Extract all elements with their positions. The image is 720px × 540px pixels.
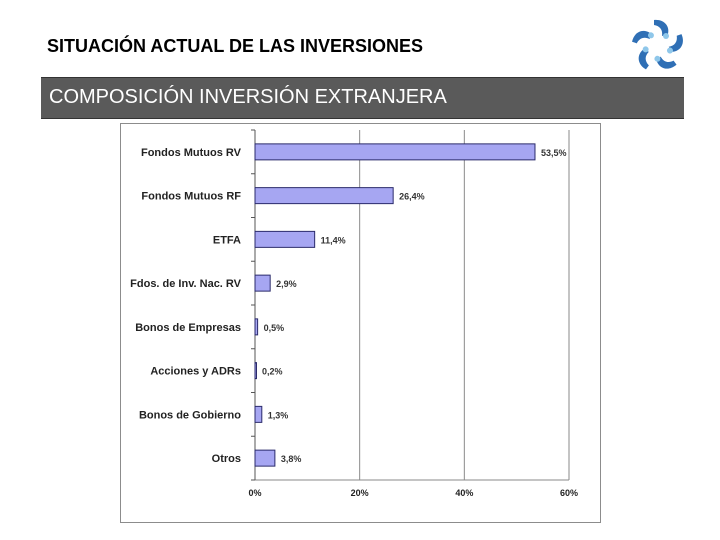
hands-star-logo-icon [631, 19, 687, 74]
chart-frame: 0% 20% 40% 60% Fondos Mutuos RV 53,5% Fondos M… [120, 123, 601, 523]
page-title: SITUACIÓN ACTUAL DE LAS INVERSIONES [47, 36, 424, 56]
x-tick-label-0: 0% [248, 488, 261, 498]
value-label-6: 1,3% [268, 410, 289, 420]
bar-3 [254, 274, 271, 292]
category-label-7: Otros [212, 453, 241, 465]
x-tick-label-3: 60% [560, 488, 578, 498]
value-label-2: 11,4% [321, 235, 346, 245]
bar-4 [254, 318, 259, 336]
value-label-7: 3,8% [281, 454, 302, 464]
x-tick-label-2: 40% [455, 488, 473, 498]
bar-2 [254, 230, 316, 248]
category-label-5: Acciones y ADRs [150, 366, 241, 378]
section-title: COMPOSICIÓN INVERSIÓN EXTRANJERA [49, 86, 447, 108]
value-label-5: 0,2% [262, 367, 283, 377]
bar-6 [254, 405, 263, 423]
category-label-3: Fdos. de Inv. Nac. RV [130, 278, 242, 290]
category-label-2: ETFA [213, 234, 241, 246]
category-label-4: Bonos de Empresas [135, 322, 241, 334]
category-label-6: Bonos de Gobierno [139, 409, 241, 421]
bar-0 [254, 143, 536, 161]
value-label-0: 53,5% [541, 148, 567, 158]
value-label-4: 0,5% [264, 323, 285, 333]
category-label-0: Fondos Mutuos RV [141, 147, 242, 159]
x-tick-label-1: 20% [351, 488, 369, 498]
bar-5 [254, 362, 257, 380]
bar-1 [254, 187, 394, 205]
category-label-1: Fondos Mutuos RF [141, 191, 241, 203]
bar-chart: 0% 20% 40% 60% Fondos Mutuos RV 53,5% Fondos M… [130, 129, 578, 498]
value-label-3: 2,9% [276, 279, 297, 289]
section-banner: COMPOSICIÓN INVERSIÓN EXTRANJERA [41, 77, 684, 119]
bar-7 [254, 449, 276, 467]
value-label-1: 26,4% [399, 192, 425, 202]
